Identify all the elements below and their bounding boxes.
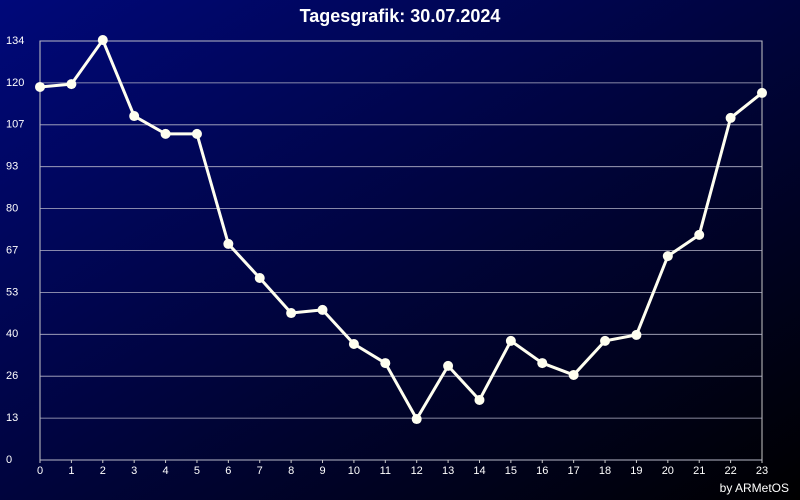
point <box>694 229 705 240</box>
y-tick-label: 120 <box>6 77 24 89</box>
y-tick-label: 107 <box>6 119 24 131</box>
y-tick-label: 93 <box>6 161 18 173</box>
x-tick-label: 22 <box>724 465 736 477</box>
x-tick-label: 14 <box>473 465 485 477</box>
x-tick-label: 7 <box>257 465 263 477</box>
x-tick-label: 1 <box>68 465 74 477</box>
point <box>380 358 391 369</box>
point <box>411 414 422 425</box>
point <box>191 128 202 139</box>
y-tick-label: 53 <box>6 286 18 298</box>
point <box>600 335 611 346</box>
x-tick-label: 20 <box>662 465 674 477</box>
point <box>286 308 297 319</box>
x-tick-label: 17 <box>568 465 580 477</box>
x-tick-label: 4 <box>163 465 169 477</box>
x-tick-label: 18 <box>599 465 611 477</box>
x-tick-label: 21 <box>693 465 705 477</box>
x-tick-label: 19 <box>630 465 642 477</box>
x-tick-label: 8 <box>288 465 294 477</box>
point <box>725 112 736 123</box>
point <box>97 35 108 46</box>
y-tick-label: 13 <box>6 412 18 424</box>
chart-title: Tagesgrafik: 30.07.2024 <box>300 6 501 26</box>
point <box>631 329 642 340</box>
point <box>129 111 140 122</box>
credit: by ARMetOS <box>720 481 789 495</box>
y-tick-label: 0 <box>6 454 12 466</box>
point <box>537 358 548 369</box>
x-tick-label: 10 <box>348 465 360 477</box>
point <box>474 394 485 405</box>
x-tick-label: 12 <box>411 465 423 477</box>
point <box>757 87 767 98</box>
x-tick-label: 9 <box>319 465 325 477</box>
x-tick-label: 3 <box>131 465 137 477</box>
point <box>254 273 265 284</box>
point <box>66 79 77 90</box>
point <box>568 369 579 380</box>
point <box>505 335 516 346</box>
point <box>160 128 171 139</box>
y-tick-label: 40 <box>6 328 18 340</box>
point <box>662 251 673 262</box>
line <box>39 38 763 421</box>
y-tick-label: 26 <box>6 370 18 382</box>
y-tick-label: 134 <box>6 35 24 47</box>
point <box>223 238 234 249</box>
point <box>348 338 359 349</box>
x-tick-label: 16 <box>536 465 548 477</box>
point <box>35 81 45 92</box>
x-tick-label: 2 <box>100 465 106 477</box>
x-tick-label: 13 <box>442 465 454 477</box>
x-tick-label: 15 <box>505 465 517 477</box>
point <box>317 304 328 315</box>
x-tick-label: 0 <box>37 465 43 477</box>
x-tick-label: 11 <box>380 465 391 477</box>
point <box>443 360 454 371</box>
x-tick-label: 23 <box>756 465 768 477</box>
y-tick-label: 80 <box>6 203 18 215</box>
x-tick-label: 6 <box>225 465 231 477</box>
x-tick-label: 5 <box>194 465 200 477</box>
y-tick-label: 67 <box>6 244 18 256</box>
